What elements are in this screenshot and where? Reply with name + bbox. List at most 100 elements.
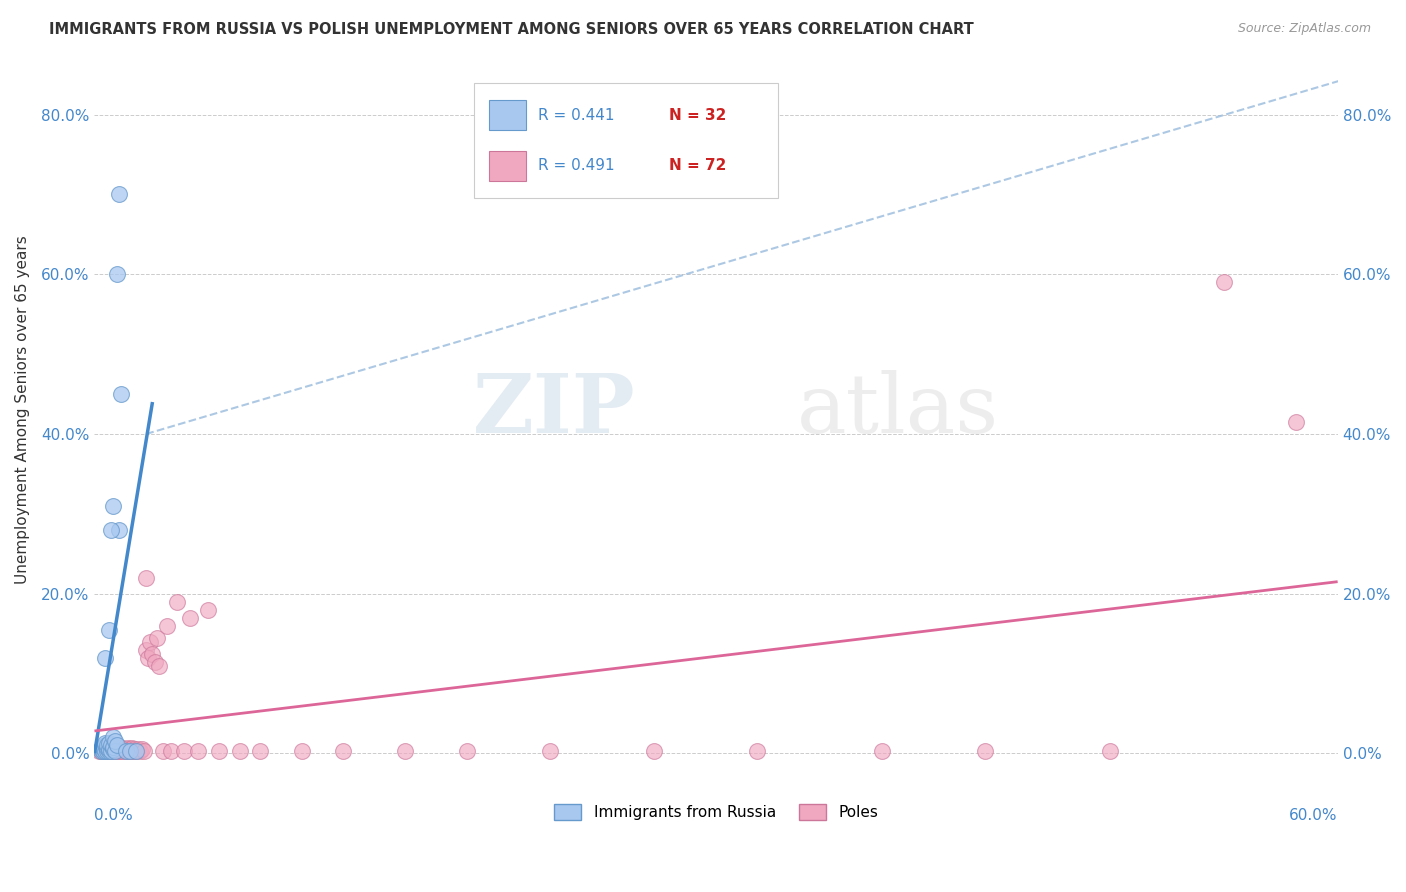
Point	[110, 742, 132, 756]
Point	[166, 594, 188, 608]
Point	[94, 740, 117, 755]
Point	[1285, 415, 1308, 429]
Point	[98, 623, 121, 637]
FancyBboxPatch shape	[488, 100, 526, 130]
Point	[197, 602, 219, 616]
Text: R = 0.441: R = 0.441	[538, 108, 614, 123]
Point	[96, 740, 118, 755]
Point	[135, 571, 157, 585]
Point	[456, 744, 478, 758]
Point	[94, 736, 117, 750]
Point	[90, 742, 112, 756]
Point	[100, 744, 122, 758]
Point	[100, 740, 122, 755]
Point	[108, 740, 131, 755]
Point	[104, 744, 127, 758]
Point	[91, 740, 114, 755]
Point	[94, 739, 117, 753]
Point	[1212, 275, 1234, 289]
Point	[118, 742, 141, 756]
Text: atlas: atlas	[797, 370, 1000, 450]
Point	[94, 744, 117, 758]
Point	[121, 744, 143, 758]
Text: 0.0%: 0.0%	[94, 808, 134, 823]
Point	[112, 740, 135, 755]
Point	[108, 187, 131, 202]
Text: R = 0.491: R = 0.491	[538, 158, 614, 173]
Point	[118, 744, 141, 758]
Point	[94, 744, 117, 758]
Point	[98, 744, 121, 758]
Point	[148, 658, 170, 673]
Point	[91, 744, 114, 758]
Point	[101, 499, 124, 513]
Point	[114, 742, 136, 756]
Text: N = 32: N = 32	[669, 108, 725, 123]
Point	[96, 739, 118, 753]
Point	[228, 744, 250, 758]
Point	[110, 744, 132, 758]
Point	[127, 742, 149, 756]
Point	[104, 739, 127, 754]
Point	[105, 267, 128, 281]
Point	[122, 742, 145, 756]
Text: ZIP: ZIP	[472, 370, 636, 450]
Point	[114, 744, 136, 758]
Point	[129, 744, 152, 758]
Point	[101, 742, 124, 756]
Point	[87, 744, 110, 758]
Point	[179, 610, 201, 624]
Point	[105, 739, 128, 753]
Point	[125, 744, 148, 758]
Point	[96, 744, 118, 758]
Point	[104, 742, 127, 756]
Point	[131, 742, 153, 756]
FancyBboxPatch shape	[474, 83, 778, 198]
Text: 60.0%: 60.0%	[1289, 808, 1337, 823]
Point	[91, 744, 114, 758]
Point	[96, 744, 118, 758]
Point	[98, 740, 121, 755]
Point	[135, 642, 157, 657]
Point	[117, 744, 139, 758]
Point	[112, 744, 135, 758]
Point	[208, 744, 231, 758]
Point	[152, 744, 174, 758]
Point	[1098, 744, 1121, 758]
Point	[100, 523, 122, 537]
Point	[101, 731, 124, 745]
Point	[747, 744, 769, 758]
Point	[125, 744, 148, 758]
Point	[100, 739, 122, 753]
Point	[249, 744, 271, 758]
Point	[143, 655, 166, 669]
Point	[134, 744, 156, 758]
Point	[90, 744, 112, 758]
Point	[870, 744, 893, 758]
Point	[117, 740, 139, 755]
Text: IMMIGRANTS FROM RUSSIA VS POLISH UNEMPLOYMENT AMONG SENIORS OVER 65 YEARS CORREL: IMMIGRANTS FROM RUSSIA VS POLISH UNEMPLO…	[49, 22, 974, 37]
Point	[105, 744, 128, 758]
Point	[173, 744, 195, 758]
Point	[160, 744, 183, 758]
Point	[101, 742, 124, 756]
Point	[98, 744, 121, 758]
Point	[105, 742, 128, 756]
Y-axis label: Unemployment Among Seniors over 65 years: Unemployment Among Seniors over 65 years	[15, 235, 30, 584]
Point	[121, 740, 143, 755]
Point	[94, 650, 117, 665]
Point	[101, 744, 124, 758]
Point	[101, 739, 124, 754]
Point	[394, 744, 416, 758]
Text: N = 72: N = 72	[669, 158, 725, 173]
Point	[974, 744, 997, 758]
Point	[118, 744, 141, 758]
Point	[90, 744, 112, 758]
Point	[291, 744, 314, 758]
Point	[141, 647, 163, 661]
Point	[139, 634, 162, 648]
Point	[91, 740, 114, 755]
Point	[100, 739, 122, 753]
Point	[538, 744, 561, 758]
Point	[138, 650, 160, 665]
